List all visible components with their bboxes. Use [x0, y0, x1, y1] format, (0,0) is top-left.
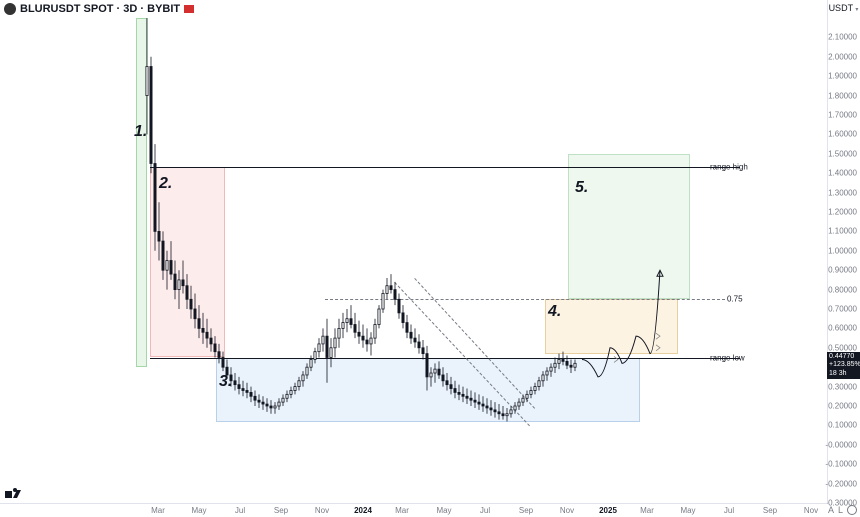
x-tick: Sep — [763, 506, 777, 515]
y-tick: 0.30000 — [828, 382, 857, 391]
auto-button[interactable]: A — [828, 505, 834, 515]
axis-tools: A L — [828, 505, 857, 515]
symbol-icon — [4, 3, 16, 15]
x-tick: Sep — [274, 506, 288, 515]
x-tick: Jul — [235, 506, 245, 515]
y-tick: 1.80000 — [828, 91, 857, 100]
y-tick: -0.10000 — [825, 460, 857, 469]
x-tick: May — [436, 506, 451, 515]
x-tick: Mar — [395, 506, 409, 515]
y-tick: -0.00000 — [825, 440, 857, 449]
symbol-name: BLURUSDT SPOT · 3D · BYBIT — [20, 3, 180, 15]
price-axis[interactable]: USDT ▾ 2.10000 2.00000 1.90000 1.80000 1.700… — [827, 0, 860, 503]
last-price-label: 0.44770+123.85%18 3h — [827, 352, 860, 379]
y-tick: 0.60000 — [828, 324, 857, 333]
y-tick: 0.10000 — [828, 421, 857, 430]
x-tick: 2025 — [599, 506, 617, 515]
x-tick: Nov — [560, 506, 574, 515]
log-button[interactable]: L — [838, 505, 843, 515]
y-tick: 0.90000 — [828, 266, 857, 275]
currency-label[interactable]: USDT ▾ — [827, 3, 860, 13]
x-tick: Nov — [804, 506, 818, 515]
chart-pane[interactable]: range highrange low0.751.2.3.4.5. — [0, 18, 827, 503]
y-tick: 0.70000 — [828, 305, 857, 314]
projection-path — [0, 18, 827, 503]
y-tick: 1.90000 — [828, 72, 857, 81]
x-tick: Mar — [151, 506, 165, 515]
x-tick: May — [191, 506, 206, 515]
time-axis[interactable]: Mar May Jul Sep Nov 2024 Mar May Jul Sep Nov 2025 Ma… — [0, 503, 827, 517]
x-tick: 2024 — [354, 506, 372, 515]
y-tick: 1.30000 — [828, 188, 857, 197]
x-tick: May — [680, 506, 695, 515]
y-tick: 1.00000 — [828, 246, 857, 255]
exchange-flag-icon — [184, 5, 194, 13]
y-tick: 1.60000 — [828, 130, 857, 139]
y-tick: 0.80000 — [828, 285, 857, 294]
y-tick: 0.20000 — [828, 402, 857, 411]
tradingview-logo — [5, 488, 21, 501]
y-tick: 1.10000 — [828, 227, 857, 236]
gear-icon[interactable] — [847, 505, 857, 515]
y-tick: 1.50000 — [828, 149, 857, 158]
y-tick: -0.20000 — [825, 479, 857, 488]
x-tick: Sep — [519, 506, 533, 515]
symbol-header[interactable]: BLURUSDT SPOT · 3D · BYBIT — [0, 0, 860, 18]
y-tick: 1.40000 — [828, 169, 857, 178]
y-tick: 2.10000 — [828, 33, 857, 42]
y-tick: 1.70000 — [828, 111, 857, 120]
y-tick: 0.50000 — [828, 343, 857, 352]
x-tick: Nov — [315, 506, 329, 515]
y-tick: 1.20000 — [828, 208, 857, 217]
chevron-down-icon: ▾ — [855, 7, 858, 13]
x-tick: Jul — [724, 506, 734, 515]
y-tick: 2.00000 — [828, 52, 857, 61]
x-tick: Jul — [480, 506, 490, 515]
x-tick: Mar — [640, 506, 654, 515]
